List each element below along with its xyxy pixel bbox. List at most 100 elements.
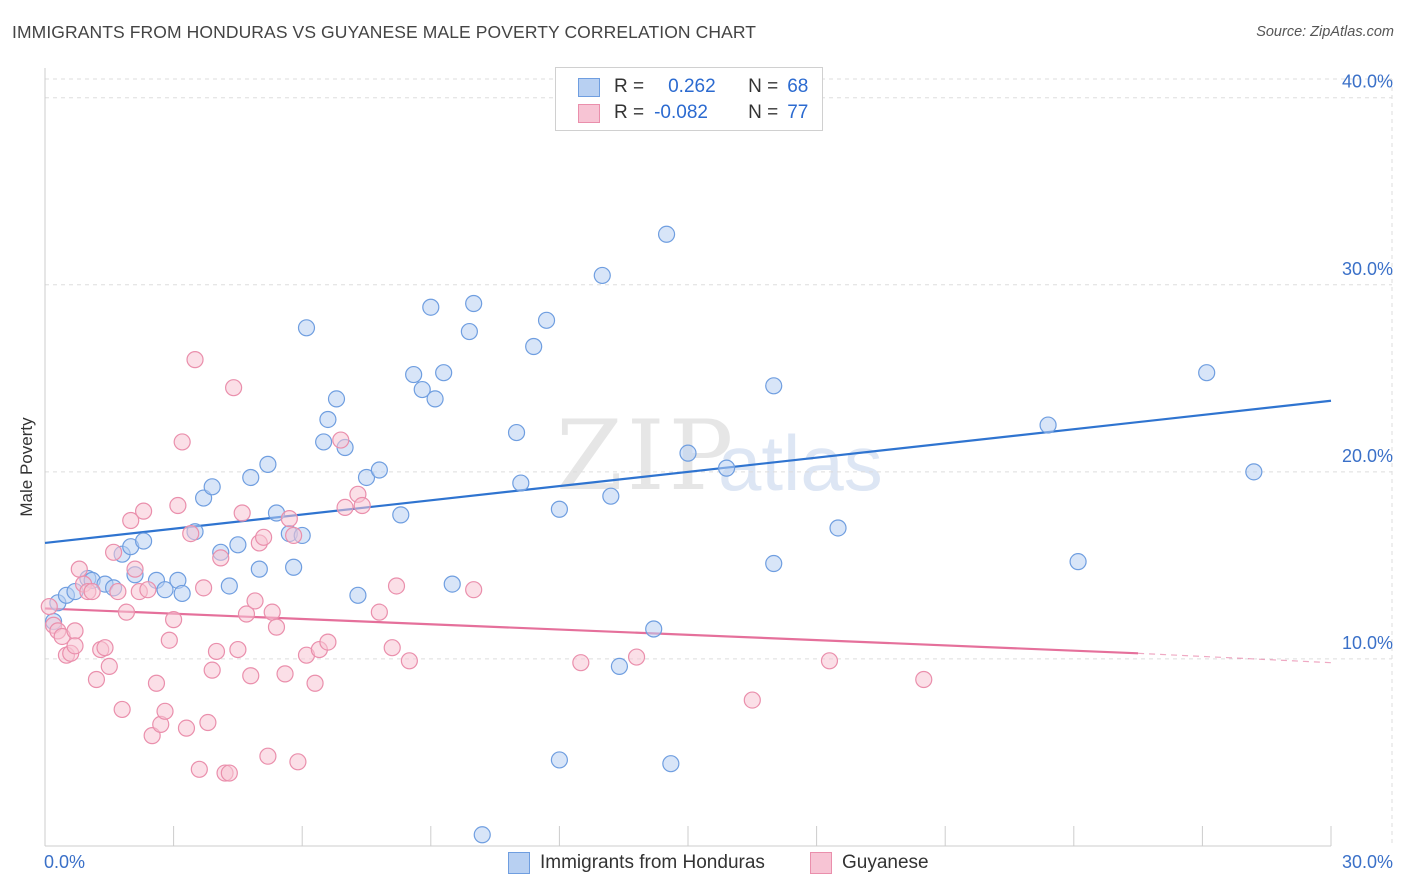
point-honduras: [392, 506, 410, 524]
point-honduras: [285, 558, 303, 576]
point-guyanese: [319, 633, 337, 651]
series-legend: Immigrants from Honduras Guyanese: [0, 852, 1406, 878]
watermark-zip: ZIP: [556, 400, 738, 512]
point-guyanese: [139, 581, 157, 599]
point-guyanese: [87, 670, 106, 689]
point-guyanese: [134, 502, 153, 520]
point-guyanese: [173, 433, 191, 451]
y-tick-label: 10.0%: [1342, 633, 1393, 653]
point-guyanese: [126, 560, 144, 578]
stats-legend: R = 0.262 N = 68 R = -0.082 N = 77: [555, 67, 823, 131]
point-guyanese: [387, 577, 406, 595]
chart-title: IMMIGRANTS FROM HONDURAS VS GUYANESE MAL…: [12, 22, 757, 42]
point-guyanese: [743, 691, 761, 709]
point-guyanese: [96, 639, 114, 657]
point-guyanese: [267, 618, 286, 636]
y-tick-label: 20.0%: [1342, 446, 1393, 466]
point-guyanese: [177, 719, 196, 737]
point-honduras: [370, 461, 388, 479]
point-guyanese: [915, 670, 933, 689]
point-guyanese: [207, 642, 226, 661]
point-guyanese: [40, 597, 58, 616]
point-honduras: [357, 468, 376, 487]
point-guyanese: [83, 582, 101, 601]
point-honduras: [593, 266, 611, 285]
legend-r-label: R =: [614, 76, 645, 97]
point-honduras: [1039, 416, 1057, 434]
point-honduras: [405, 365, 423, 384]
point-guyanese: [182, 524, 200, 543]
point-guyanese: [237, 605, 256, 623]
series-swatch-blue: [508, 852, 530, 874]
trend-lines: [44, 399, 1332, 664]
point-honduras: [134, 532, 153, 550]
point-guyanese: [195, 579, 213, 597]
point-honduras: [1245, 463, 1263, 481]
point-guyanese: [572, 654, 590, 672]
point-guyanese: [332, 431, 350, 449]
point-honduras: [319, 410, 337, 429]
series-legend-honduras[interactable]: Immigrants from Honduras: [508, 852, 765, 874]
point-honduras: [1198, 364, 1216, 382]
legend-n-label: N =: [748, 102, 779, 123]
series-swatch-pink: [810, 852, 832, 874]
point-guyanese: [225, 379, 243, 397]
point-honduras: [250, 560, 268, 578]
point-honduras: [765, 554, 783, 573]
x-tick-label-max: 30.0%: [1341, 852, 1393, 872]
point-guyanese: [190, 760, 208, 778]
point-guyanese: [117, 603, 136, 621]
axes: [44, 68, 1332, 847]
point-honduras: [662, 755, 680, 773]
point-guyanese: [104, 543, 123, 561]
point-honduras: [460, 322, 478, 341]
point-honduras: [473, 826, 491, 844]
point-guyanese: [246, 592, 264, 610]
point-honduras: [443, 575, 461, 593]
legend-swatch-blue: [578, 77, 600, 97]
y-tick-label: 40.0%: [1342, 72, 1393, 92]
point-guyanese: [276, 665, 294, 683]
series-legend-guyanese[interactable]: Guyanese: [810, 852, 929, 874]
point-honduras: [242, 468, 260, 487]
point-honduras: [465, 294, 483, 313]
point-guyanese: [165, 611, 183, 629]
point-guyanese: [289, 753, 307, 771]
legend-r-value: -0.082: [654, 102, 708, 123]
point-guyanese: [160, 631, 178, 649]
watermark-atlas: atlas: [718, 419, 883, 507]
point-honduras: [679, 444, 697, 462]
trend-line-guyanese-extension: [1138, 652, 1332, 664]
x-tick-label-min: 0.0%: [44, 852, 86, 872]
trend-line-guyanese: [44, 607, 1139, 655]
point-honduras: [645, 620, 663, 638]
point-honduras: [203, 478, 221, 496]
point-honduras: [657, 225, 676, 243]
point-guyanese: [627, 648, 646, 666]
point-guyanese: [66, 622, 84, 640]
point-honduras: [413, 380, 431, 399]
point-guyanese: [113, 700, 131, 719]
point-guyanese: [156, 702, 174, 720]
legend-r-label: R =: [614, 102, 645, 123]
series-label-honduras: Immigrants from Honduras: [540, 852, 765, 873]
point-guyanese: [242, 667, 260, 685]
point-guyanese: [353, 496, 371, 515]
legend-row-honduras: R = 0.262 N = 68: [578, 75, 808, 99]
point-honduras: [297, 319, 316, 337]
point-honduras: [507, 423, 526, 442]
point-honduras: [426, 390, 444, 408]
point-honduras: [229, 536, 247, 554]
point-guyanese: [109, 582, 127, 601]
y-axis-label: Male Poverty: [17, 417, 36, 517]
point-guyanese: [220, 764, 238, 782]
point-honduras: [512, 474, 530, 492]
y-tick-labels: 10.0% 20.0% 30.0% 40.0%: [1342, 72, 1393, 653]
point-honduras: [435, 364, 453, 382]
point-guyanese: [306, 674, 324, 692]
point-honduras: [315, 433, 333, 451]
series-label-guyanese: Guyanese: [842, 852, 929, 873]
point-guyanese: [100, 657, 118, 676]
trend-line-honduras: [44, 399, 1332, 545]
